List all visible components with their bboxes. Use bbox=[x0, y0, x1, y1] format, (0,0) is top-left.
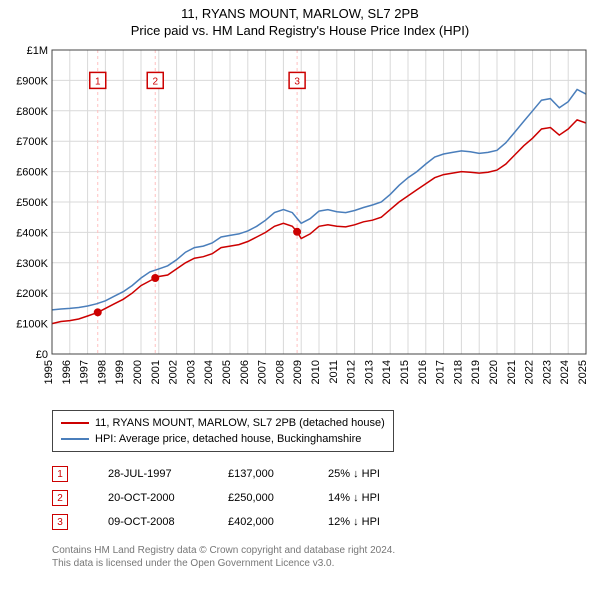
svg-text:2019: 2019 bbox=[470, 360, 482, 384]
chart-title-subtitle: Price paid vs. HM Land Registry's House … bbox=[8, 23, 592, 38]
svg-text:2023: 2023 bbox=[541, 360, 553, 384]
legend-label: HPI: Average price, detached house, Buck… bbox=[95, 433, 361, 445]
svg-text:1998: 1998 bbox=[96, 360, 108, 384]
event-row: 2 20-OCT-2000 £250,000 14% ↓ HPI bbox=[52, 486, 592, 510]
svg-text:1996: 1996 bbox=[61, 360, 73, 384]
legend-item: HPI: Average price, detached house, Buck… bbox=[61, 431, 385, 447]
svg-text:2020: 2020 bbox=[488, 360, 500, 384]
svg-text:1997: 1997 bbox=[79, 360, 91, 384]
legend-swatch bbox=[61, 422, 89, 424]
svg-text:£300K: £300K bbox=[16, 258, 48, 270]
price-chart-svg: £0 £100K £200K £300K £400K £500K £600K £700K £80… bbox=[8, 44, 592, 404]
svg-text:£700K: £700K bbox=[16, 136, 48, 148]
svg-text:2018: 2018 bbox=[452, 360, 464, 384]
event-row: 3 09-OCT-2008 £402,000 12% ↓ HPI bbox=[52, 510, 592, 534]
svg-text:1: 1 bbox=[95, 76, 101, 87]
svg-text:2: 2 bbox=[152, 76, 158, 87]
svg-text:£800K: £800K bbox=[16, 106, 48, 118]
svg-text:£0: £0 bbox=[36, 349, 48, 361]
svg-text:2008: 2008 bbox=[274, 360, 286, 384]
event-price: £402,000 bbox=[228, 516, 308, 528]
svg-text:£100K: £100K bbox=[16, 319, 48, 331]
svg-text:2001: 2001 bbox=[150, 360, 162, 384]
legend-item: 11, RYANS MOUNT, MARLOW, SL7 2PB (detach… bbox=[61, 415, 385, 431]
chart-title-block: 11, RYANS MOUNT, MARLOW, SL7 2PB Price p… bbox=[8, 6, 592, 38]
svg-text:£400K: £400K bbox=[16, 227, 48, 239]
svg-text:2024: 2024 bbox=[559, 360, 571, 384]
svg-text:1995: 1995 bbox=[43, 360, 55, 384]
svg-text:2011: 2011 bbox=[328, 360, 340, 384]
svg-text:2007: 2007 bbox=[257, 360, 269, 384]
svg-text:£200K: £200K bbox=[16, 288, 48, 300]
svg-text:2014: 2014 bbox=[381, 360, 393, 384]
event-marker: 1 bbox=[52, 466, 68, 482]
event-delta: 25% ↓ HPI bbox=[328, 468, 380, 480]
event-date: 09-OCT-2008 bbox=[108, 516, 208, 528]
svg-text:2022: 2022 bbox=[524, 360, 536, 384]
svg-text:2017: 2017 bbox=[435, 360, 447, 384]
event-date: 20-OCT-2000 bbox=[108, 492, 208, 504]
chart-title-address: 11, RYANS MOUNT, MARLOW, SL7 2PB bbox=[8, 6, 592, 21]
svg-text:2015: 2015 bbox=[399, 360, 411, 384]
footer-line1: Contains HM Land Registry data © Crown c… bbox=[52, 544, 592, 557]
chart-area: £0 £100K £200K £300K £400K £500K £600K £700K £80… bbox=[8, 44, 592, 404]
event-delta: 12% ↓ HPI bbox=[328, 516, 380, 528]
svg-text:£600K: £600K bbox=[16, 167, 48, 179]
svg-text:2000: 2000 bbox=[132, 360, 144, 384]
svg-text:3: 3 bbox=[294, 76, 300, 87]
svg-text:2012: 2012 bbox=[346, 360, 358, 384]
svg-text:2013: 2013 bbox=[363, 360, 375, 384]
event-date: 28-JUL-1997 bbox=[108, 468, 208, 480]
event-marker: 2 bbox=[52, 490, 68, 506]
footer-line2: This data is licensed under the Open Gov… bbox=[52, 557, 592, 570]
legend-label: 11, RYANS MOUNT, MARLOW, SL7 2PB (detach… bbox=[95, 417, 385, 429]
svg-text:2021: 2021 bbox=[506, 360, 518, 384]
event-marker: 3 bbox=[52, 514, 68, 530]
event-row: 1 28-JUL-1997 £137,000 25% ↓ HPI bbox=[52, 462, 592, 486]
event-price: £250,000 bbox=[228, 492, 308, 504]
svg-text:£1M: £1M bbox=[27, 45, 48, 57]
svg-text:2025: 2025 bbox=[577, 360, 589, 384]
event-price: £137,000 bbox=[228, 468, 308, 480]
data-attribution: Contains HM Land Registry data © Crown c… bbox=[52, 544, 592, 570]
svg-text:2004: 2004 bbox=[203, 360, 215, 384]
svg-text:2002: 2002 bbox=[168, 360, 180, 384]
legend-swatch bbox=[61, 438, 89, 440]
svg-text:£500K: £500K bbox=[16, 197, 48, 209]
svg-text:2010: 2010 bbox=[310, 360, 322, 384]
svg-text:2006: 2006 bbox=[239, 360, 251, 384]
svg-text:2003: 2003 bbox=[185, 360, 197, 384]
legend: 11, RYANS MOUNT, MARLOW, SL7 2PB (detach… bbox=[52, 410, 394, 452]
svg-text:2009: 2009 bbox=[292, 360, 304, 384]
svg-text:2016: 2016 bbox=[417, 360, 429, 384]
event-delta: 14% ↓ HPI bbox=[328, 492, 380, 504]
svg-text:£900K: £900K bbox=[16, 75, 48, 87]
event-list: 1 28-JUL-1997 £137,000 25% ↓ HPI 2 20-OCT-200… bbox=[52, 462, 592, 534]
svg-text:1999: 1999 bbox=[114, 360, 126, 384]
svg-text:2005: 2005 bbox=[221, 360, 233, 384]
